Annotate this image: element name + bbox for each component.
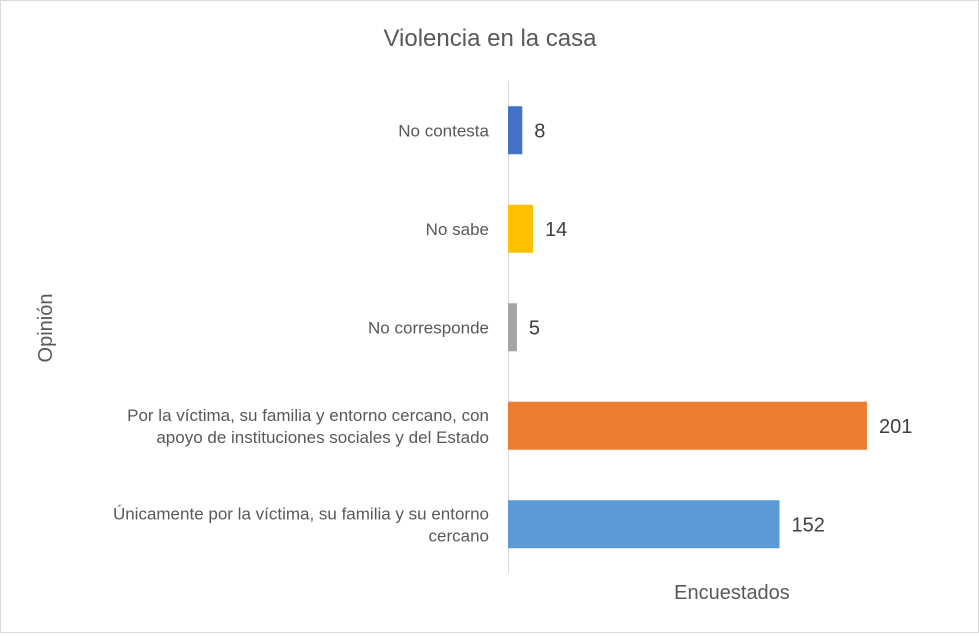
category-label-4: Únicamente por la víctima, su familia y … bbox=[113, 504, 489, 545]
bar-1 bbox=[508, 204, 534, 253]
data-label-1: 14 bbox=[545, 219, 567, 241]
y-axis-title: Opinión bbox=[35, 294, 57, 363]
bar-0 bbox=[508, 106, 523, 155]
bar-3 bbox=[508, 401, 867, 450]
category-label-3: Por la víctima, su familia y entorno cer… bbox=[127, 406, 489, 447]
bars-layer: 8 No contesta 14 No sabe 5 No corresponde 201 P… bbox=[113, 106, 912, 549]
bar-2 bbox=[508, 303, 517, 352]
data-label-4: 152 bbox=[791, 514, 824, 536]
category-label-0: No contesta bbox=[398, 121, 489, 140]
category-label-2: No corresponde bbox=[368, 318, 489, 337]
data-label-0: 8 bbox=[534, 120, 545, 142]
data-label-3: 201 bbox=[879, 416, 912, 438]
chart-title: Violencia en la casa bbox=[383, 25, 597, 52]
bar-4 bbox=[508, 500, 780, 549]
x-axis-title: Encuestados bbox=[674, 582, 790, 604]
data-label-2: 5 bbox=[529, 317, 540, 339]
category-label-1: No sabe bbox=[426, 220, 489, 239]
